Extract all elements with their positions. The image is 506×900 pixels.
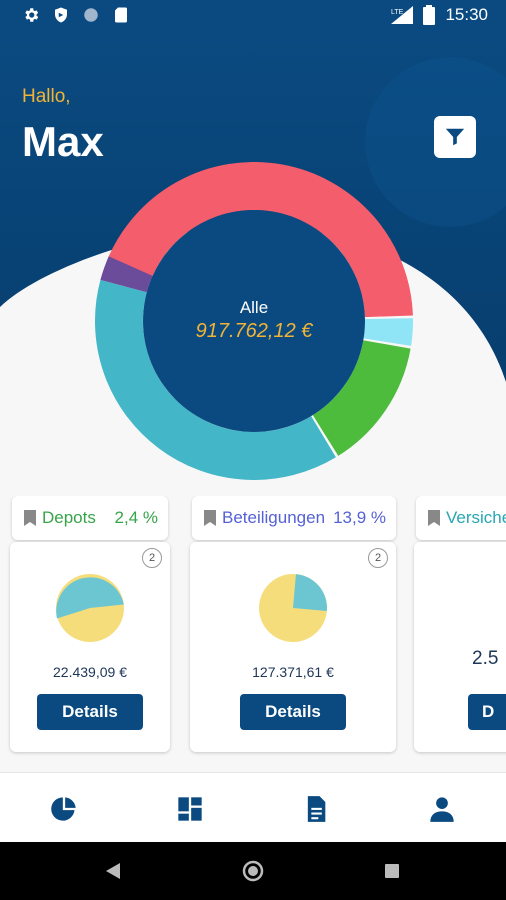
mini-pie-chart: [259, 574, 327, 642]
settings-icon: [25, 8, 39, 22]
card-percent: 2,4 %: [114, 508, 158, 527]
card-versicherungen[interactable]: 2.5 D: [414, 542, 506, 752]
battery-icon: [423, 5, 436, 25]
greeting-text: Hallo,: [22, 86, 71, 107]
circle-icon: [84, 8, 98, 22]
filter-icon: [445, 128, 465, 146]
card-header-depots[interactable]: Depots 2,4 %: [12, 496, 168, 540]
card-title: Depots: [42, 508, 96, 527]
bookmark-icon: [204, 510, 216, 526]
card-depots[interactable]: 2 22.439,09 € Details: [10, 542, 170, 752]
segment-teal[interactable]: [95, 279, 336, 480]
card-header-versicherungen[interactable]: Versiche: [416, 496, 506, 540]
signal-icon: LTE: [391, 6, 414, 24]
card-header-beteiligungen[interactable]: Beteiligungen 13,9 %: [192, 496, 396, 540]
segment-lightblue[interactable]: [363, 318, 413, 346]
count-badge: 2: [142, 548, 162, 568]
mini-pie-chart: [56, 574, 124, 642]
home-icon[interactable]: [242, 860, 264, 882]
pie-chart-icon[interactable]: [50, 795, 78, 823]
clock: 15:30: [445, 5, 488, 24]
username: Max: [22, 118, 104, 165]
dashboard-icon[interactable]: [176, 795, 204, 823]
system-navigation-bar: [0, 842, 506, 900]
shield-icon: [55, 7, 67, 23]
bottom-navigation: [0, 772, 506, 842]
segment-purple[interactable]: [100, 256, 153, 293]
count-badge: 2: [368, 548, 388, 568]
donut-hole: [143, 210, 365, 432]
back-icon[interactable]: [104, 862, 122, 880]
status-bar: LTE 15:30: [0, 0, 506, 32]
segment-red[interactable]: [106, 162, 413, 318]
filter-button[interactable]: [434, 116, 476, 158]
recents-icon[interactable]: [384, 863, 400, 879]
svg-text:LTE: LTE: [391, 9, 404, 16]
details-button[interactable]: D: [468, 694, 506, 730]
card-amount: 127.371,61 €: [252, 664, 334, 680]
card-beteiligungen[interactable]: 2 127.371,61 € Details: [190, 542, 396, 752]
card-title: Versiche: [446, 508, 506, 527]
segment-green[interactable]: [312, 339, 411, 456]
card-title: Beteiligungen: [222, 508, 326, 527]
card-amount: 22.439,09 €: [53, 664, 127, 680]
bookmark-icon: [24, 510, 36, 526]
details-button[interactable]: Details: [240, 694, 346, 730]
sd-card-icon: [115, 7, 127, 23]
portfolio-donut-chart[interactable]: [95, 162, 413, 480]
category-cards[interactable]: Depots 2,4 % 2 22.439,09 € Details Betei…: [0, 496, 506, 758]
card-percent: 13,9 %: [333, 508, 386, 527]
document-icon[interactable]: [302, 795, 330, 823]
bookmark-icon: [428, 510, 440, 526]
details-button[interactable]: Details: [37, 694, 143, 730]
person-icon[interactable]: [428, 795, 456, 823]
card-amount: 2.5: [472, 648, 499, 669]
